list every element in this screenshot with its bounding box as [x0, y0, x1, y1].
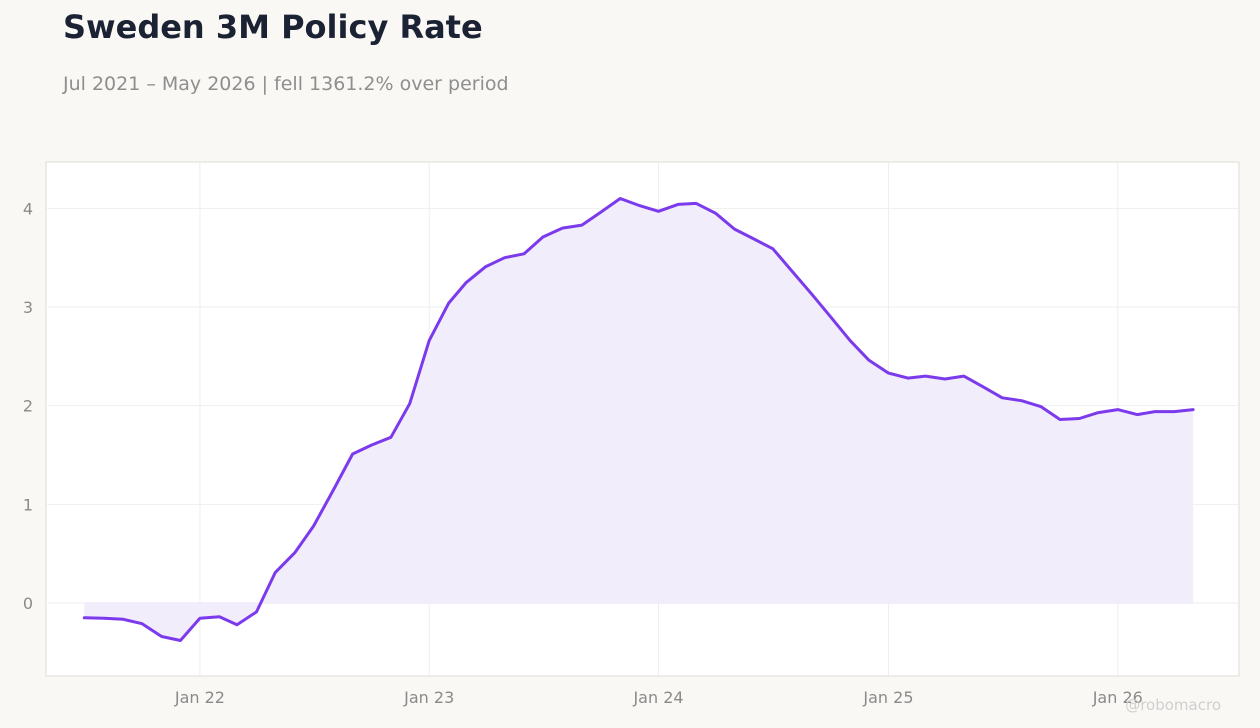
data-point: [141, 622, 144, 625]
data-point: [676, 203, 679, 206]
data-point: [541, 235, 544, 238]
data-point: [599, 211, 602, 214]
data-point: [733, 228, 736, 231]
data-point: [714, 212, 717, 215]
data-point: [753, 237, 756, 240]
data-point: [465, 281, 468, 284]
data-point: [849, 339, 852, 342]
data-point: [218, 615, 221, 618]
data-point: [1192, 408, 1195, 411]
data-point: [829, 315, 832, 318]
data-point: [408, 402, 411, 405]
x-axis-ticks: Jan 22 Jan 23 Jan 24 Jan 25 Jan 26: [174, 688, 1143, 707]
data-point: [523, 252, 526, 255]
y-tick-label: 0: [23, 594, 33, 613]
data-point: [906, 377, 909, 380]
data-point: [1173, 410, 1176, 413]
data-point: [657, 210, 660, 213]
x-tick-label: Jan 23: [403, 688, 454, 707]
data-point: [484, 265, 487, 268]
data-point: [179, 639, 182, 642]
data-point: [1136, 413, 1139, 416]
data-point: [1116, 408, 1119, 411]
data-point: [235, 623, 238, 626]
data-point: [274, 571, 277, 574]
data-point: [962, 375, 965, 378]
data-point: [791, 270, 794, 273]
data-point: [580, 224, 583, 227]
data-point: [351, 453, 354, 456]
x-tick-label: Jan 24: [632, 688, 683, 707]
series-area-fill: [84, 198, 1194, 641]
data-point: [771, 247, 774, 250]
data-point: [102, 617, 105, 620]
data-point: [1058, 418, 1061, 421]
data-point: [982, 385, 985, 388]
series-line: [82, 197, 1195, 642]
y-tick-label: 4: [23, 199, 33, 218]
data-point: [1040, 405, 1043, 408]
data-point: [503, 256, 506, 259]
data-point: [810, 293, 813, 296]
data-point: [561, 227, 564, 230]
data-point: [924, 375, 927, 378]
data-point: [198, 617, 201, 620]
data-point: [943, 378, 946, 381]
y-tick-label: 1: [23, 495, 33, 514]
chart-title: Sweden 3M Policy Rate: [63, 8, 483, 46]
x-tick-label: Jan 26: [1092, 688, 1143, 707]
x-tick-label: Jan 25: [862, 688, 913, 707]
x-tick-label: Jan 22: [174, 688, 225, 707]
data-point: [1020, 399, 1023, 402]
data-point: [312, 525, 315, 528]
data-point: [887, 372, 890, 375]
data-point: [447, 302, 450, 305]
data-point: [389, 436, 392, 439]
data-point: [619, 197, 622, 200]
y-tick-label: 2: [23, 397, 33, 416]
data-point: [293, 551, 296, 554]
data-point: [122, 618, 125, 621]
data-point: [638, 204, 641, 207]
y-axis-ticks: 0 1 2 3 4: [23, 199, 33, 613]
data-point: [867, 359, 870, 362]
data-point: [1097, 411, 1100, 414]
data-point: [332, 489, 335, 492]
data-point: [1078, 417, 1081, 420]
data-point: [695, 202, 698, 205]
data-point: [428, 339, 431, 342]
y-tick-label: 3: [23, 298, 33, 317]
watermark-text: @robomacro: [1125, 696, 1221, 714]
data-point: [160, 635, 163, 638]
data-point: [83, 616, 86, 619]
data-point: [255, 610, 258, 613]
data-point: [1153, 410, 1156, 413]
data-point: [1001, 396, 1004, 399]
chart-subtitle: Jul 2021 – May 2026 | fell 1361.2% over …: [63, 73, 509, 95]
data-point: [370, 444, 373, 447]
